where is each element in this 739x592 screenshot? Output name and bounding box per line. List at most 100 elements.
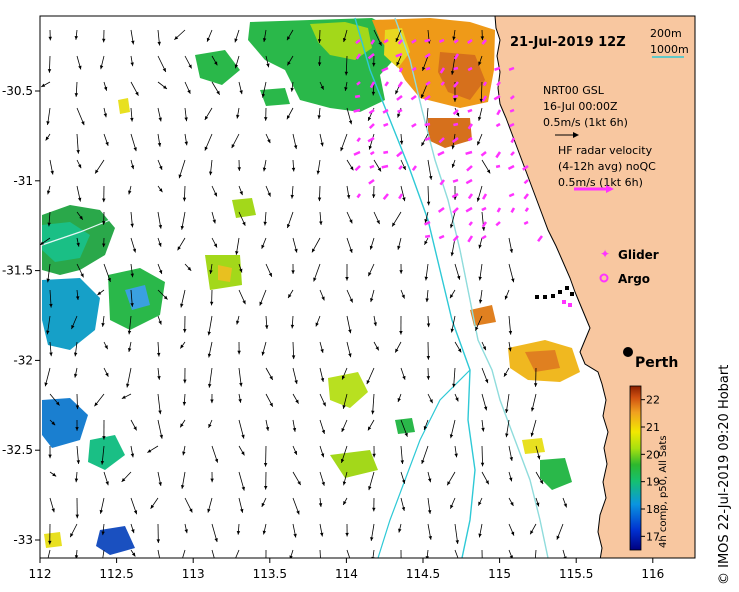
current-arrow bbox=[398, 523, 402, 533]
sst-patch-yg-south bbox=[328, 372, 368, 408]
current-arrow bbox=[76, 159, 82, 169]
hf-radar-vector bbox=[467, 38, 473, 44]
current-arrow bbox=[157, 159, 163, 170]
hf-radar-vector bbox=[468, 221, 473, 226]
current-arrow bbox=[450, 315, 456, 333]
hf-radar-vector bbox=[381, 164, 389, 169]
current-arrow bbox=[178, 159, 186, 179]
current-arrow bbox=[319, 211, 323, 226]
current-arrow bbox=[48, 445, 52, 459]
hf-radar-vector bbox=[453, 38, 459, 44]
current-arrow bbox=[427, 393, 433, 404]
hf-radar-vector bbox=[465, 178, 473, 185]
current-arrow bbox=[344, 55, 349, 76]
current-arrow bbox=[265, 185, 271, 197]
current-arrow bbox=[454, 341, 462, 353]
current-arrow bbox=[530, 393, 537, 412]
current-arrow bbox=[396, 55, 402, 66]
hf-radar-vector bbox=[523, 220, 529, 226]
current-arrow bbox=[265, 367, 274, 381]
current-arrow bbox=[262, 523, 267, 535]
current-arrow bbox=[454, 263, 461, 280]
current-arrow bbox=[478, 289, 483, 304]
current-arrow bbox=[76, 237, 80, 247]
hf-radar-vector bbox=[411, 122, 417, 128]
current-arrow bbox=[291, 341, 296, 360]
hf-radar-vector bbox=[398, 67, 404, 73]
current-arrow bbox=[319, 367, 325, 382]
hf-radar-vector bbox=[411, 38, 417, 44]
current-arrow bbox=[234, 29, 240, 43]
current-arrow bbox=[101, 523, 105, 536]
current-arrow bbox=[263, 471, 268, 490]
hf-radar-vector bbox=[467, 123, 474, 130]
current-arrow bbox=[157, 393, 162, 415]
x-tick-label: 115.5 bbox=[559, 567, 593, 581]
hf-radar-vector bbox=[482, 193, 488, 200]
current-arrow bbox=[292, 237, 298, 253]
current-arrow bbox=[147, 445, 159, 453]
sst-patch-west-teal bbox=[42, 222, 90, 262]
current-arrow bbox=[366, 367, 375, 385]
colorbar-tick-label: 22 bbox=[646, 394, 660, 407]
current-arrow bbox=[290, 81, 294, 92]
hf-radar-vector bbox=[482, 81, 488, 87]
hf-radar-vector bbox=[452, 109, 459, 115]
current-arrow bbox=[237, 159, 241, 171]
depth-legend-1000m: 1000m bbox=[650, 43, 689, 56]
current-arrow bbox=[535, 471, 544, 485]
current-arrow bbox=[481, 419, 485, 432]
current-arrow bbox=[49, 289, 53, 308]
current-arrow bbox=[315, 315, 321, 327]
colorbar-ticks: 17 18 19 20 21 22 bbox=[641, 394, 660, 543]
colorbar-title: 4h comp, p50, All Sats bbox=[658, 435, 669, 548]
current-arrow bbox=[319, 81, 325, 90]
current-arrow bbox=[263, 211, 267, 226]
x-tick-label: 113 bbox=[182, 567, 205, 581]
current-arrow bbox=[182, 185, 187, 202]
current-arrow bbox=[211, 523, 218, 543]
hf-radar-vector bbox=[424, 220, 431, 226]
current-arrow bbox=[319, 289, 325, 301]
current-arrow bbox=[157, 211, 163, 229]
current-arrow bbox=[103, 341, 109, 350]
current-arrow bbox=[341, 419, 348, 433]
hf-radar-vector bbox=[424, 38, 431, 43]
current-arrow bbox=[208, 159, 213, 176]
current-arrow bbox=[99, 497, 105, 514]
current-arrow bbox=[372, 55, 376, 67]
current-arrow bbox=[130, 211, 134, 228]
land-australia bbox=[494, 16, 695, 558]
sst-patch-yg-south2 bbox=[330, 450, 378, 478]
current-arrow bbox=[481, 393, 488, 411]
isobath-west-contour bbox=[41, 219, 111, 246]
current-arrow bbox=[207, 497, 213, 513]
hf-radar-vector bbox=[451, 136, 459, 143]
hf-radar-vector bbox=[537, 235, 544, 242]
current-arrow bbox=[319, 133, 324, 147]
current-arrow bbox=[69, 523, 78, 538]
current-arrow bbox=[504, 289, 510, 300]
current-arrow bbox=[76, 445, 81, 464]
hf-radar-vector bbox=[354, 165, 361, 172]
current-arrow bbox=[76, 107, 85, 126]
current-arrow bbox=[47, 211, 51, 227]
current-arrow bbox=[287, 289, 294, 299]
current-arrow bbox=[264, 315, 269, 330]
current-arrow bbox=[265, 55, 270, 68]
current-arrow bbox=[319, 523, 324, 537]
current-arrow bbox=[238, 185, 243, 196]
current-arrow bbox=[157, 55, 167, 73]
current-arrow bbox=[49, 393, 60, 406]
current-arrow bbox=[400, 185, 406, 202]
current-arrow bbox=[317, 55, 322, 67]
hf-radar-vector bbox=[356, 81, 361, 86]
current-arrow bbox=[475, 315, 483, 331]
hf-radar-vector bbox=[381, 66, 389, 73]
current-arrow bbox=[206, 29, 213, 42]
hf-radar-vector bbox=[465, 206, 473, 213]
current-arrow bbox=[529, 523, 537, 535]
current-arrow bbox=[73, 341, 78, 357]
current-arrow bbox=[371, 393, 375, 415]
current-arrow bbox=[46, 315, 51, 335]
